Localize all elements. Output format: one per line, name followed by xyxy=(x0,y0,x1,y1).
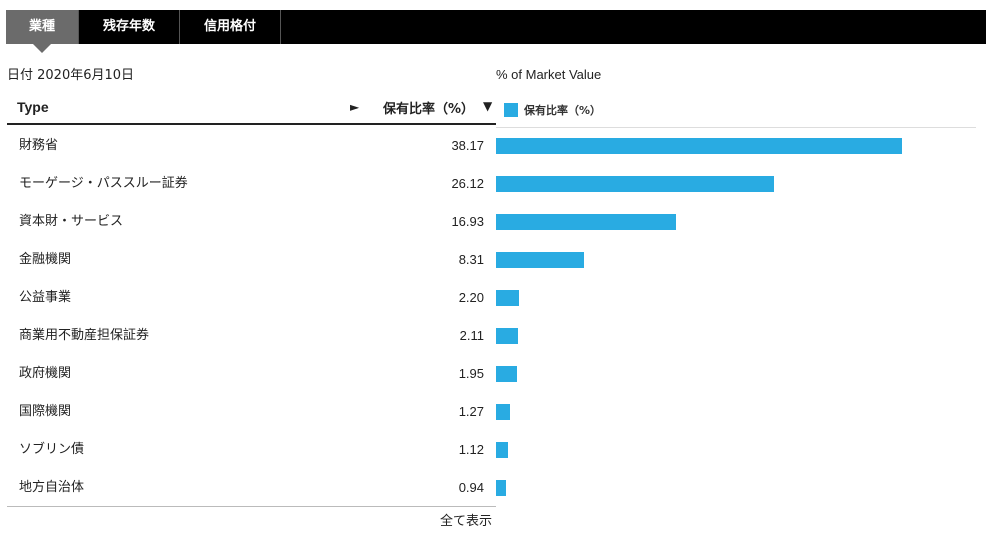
tab-remaining-years[interactable]: 残存年数 xyxy=(79,10,180,44)
row-value-label: 26.12 xyxy=(451,176,484,191)
tab-bar: 業種 残存年数 信用格付 xyxy=(6,10,986,53)
table-row: 国際機関 1.27 xyxy=(7,393,496,431)
row-value-label: 2.20 xyxy=(458,290,484,305)
row-category-label: 地方自治体 xyxy=(19,480,85,495)
row-value-label: 16.93 xyxy=(451,214,484,229)
row-category-label: 資本財・サービス xyxy=(19,214,124,229)
row-value-label: 2.11 xyxy=(459,328,484,343)
row-category-label: モーゲージ・パススルー証券 xyxy=(19,176,188,191)
legend-label: 保有比率（%） xyxy=(524,104,602,117)
chart-bar xyxy=(496,404,510,420)
chart-bar xyxy=(496,138,902,154)
chart-bar xyxy=(496,328,518,344)
tab-industry[interactable]: 業種 xyxy=(6,10,79,53)
chart-title: % of Market Value xyxy=(496,67,602,82)
table-footer-divider xyxy=(7,506,496,507)
row-category-label: 政府機関 xyxy=(19,366,72,381)
table-row: 政府機関 1.95 xyxy=(7,355,496,393)
legend-divider xyxy=(496,127,976,128)
table-row: 金融機関 8.31 xyxy=(7,241,496,279)
row-category-label: 商業用不動産担保証券 xyxy=(19,328,150,343)
table-row: 資本財・サービス 16.93 xyxy=(7,203,496,241)
chart-bar xyxy=(496,290,519,306)
column-header-holding-ratio[interactable]: 保有比率（%） xyxy=(383,102,475,117)
tab-credit-rating[interactable]: 信用格付 xyxy=(180,10,281,44)
table-row: 商業用不動産担保証券 2.11 xyxy=(7,317,496,355)
chart-bar xyxy=(496,176,774,192)
table-header: Type ► 保有比率（%） ▼ xyxy=(7,95,496,123)
chart-legend: 保有比率（%） xyxy=(504,102,601,118)
row-value-label: 1.27 xyxy=(458,404,484,419)
table-row: 財務省 38.17 xyxy=(7,127,496,165)
row-value-label: 8.31 xyxy=(458,252,484,267)
table-row: 地方自治体 0.94 xyxy=(7,469,496,507)
table-row: ソブリン債 1.12 xyxy=(7,431,496,469)
row-value-label: 1.95 xyxy=(458,366,484,381)
table-row: 公益事業 2.20 xyxy=(7,279,496,317)
row-category-label: 国際機関 xyxy=(19,404,72,419)
table-row: モーゲージ・パススルー証券 26.12 xyxy=(7,165,496,203)
chart-bar xyxy=(496,480,506,496)
chart-bar xyxy=(496,252,584,268)
row-category-label: 公益事業 xyxy=(19,290,72,305)
legend-swatch xyxy=(504,103,518,117)
row-value-label: 38.17 xyxy=(451,138,484,153)
header-divider xyxy=(7,123,496,125)
chart-bar xyxy=(496,366,517,382)
chart-bar xyxy=(496,214,676,230)
date-label: 日付 2020年6月10日 xyxy=(7,68,135,83)
column-header-type[interactable]: Type xyxy=(17,99,49,115)
show-all-link[interactable]: 全て表示 xyxy=(440,514,493,529)
row-category-label: ソブリン債 xyxy=(19,442,85,457)
row-value-label: 0.94 xyxy=(458,480,484,495)
expand-arrow-icon[interactable]: ► xyxy=(350,100,360,114)
row-category-label: 金融機関 xyxy=(19,252,72,267)
chart-bar xyxy=(496,442,508,458)
row-value-label: 1.12 xyxy=(458,442,484,457)
row-category-label: 財務省 xyxy=(19,138,59,153)
sort-descending-icon[interactable]: ▼ xyxy=(483,99,493,113)
